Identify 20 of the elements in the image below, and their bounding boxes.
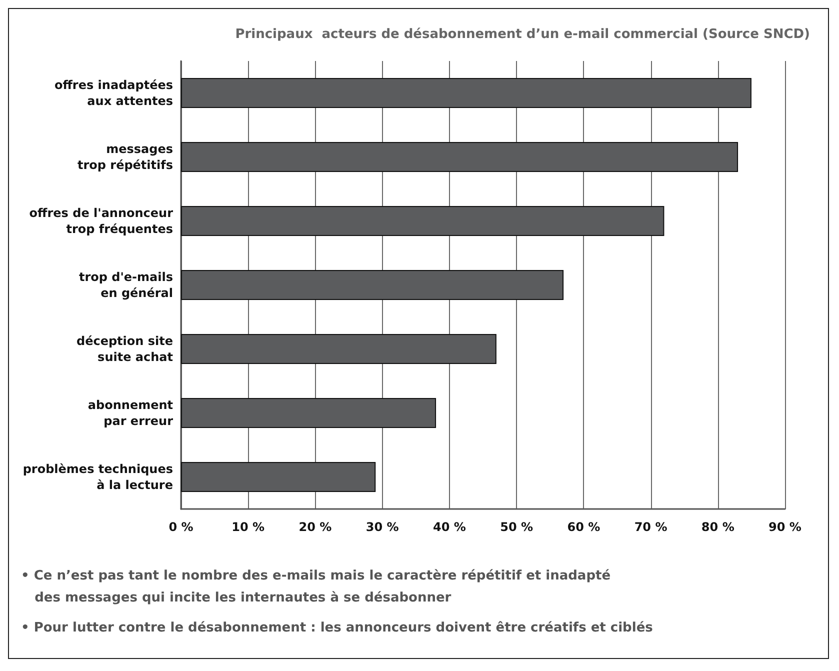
x-tick-label: 0 % [168, 520, 194, 534]
text: • Pour lutter contre le désabonnement : les annonceurs doivent être créatifs et ciblés [21, 620, 654, 636]
text: • Ce n’est pas tant le nombre des e-mails mais le caractère répétitif et inadapté des messages qui incite les internautes à se désabonner [21, 568, 611, 606]
x-tick-label: 20 % [298, 520, 332, 534]
y-tick-label: trop d'e-mails en général [78, 270, 173, 300]
chart-title: Principaux acteurs de désabonnement d’un e-mail commercial (Source SNCD) [235, 27, 810, 42]
x-tick-label: 60 % [567, 520, 600, 534]
y-tick-label: déception site suite achat [76, 334, 174, 364]
x-tick-label: 10 % [232, 520, 265, 534]
x-tick-label: 50 % [500, 520, 534, 534]
x-tick-label: 90 % [768, 520, 802, 534]
y-tick-label: abonnement par erreur [88, 398, 174, 428]
y-tick-label: messages trop répétitifs [77, 142, 173, 172]
y-tick-label: problèmes techniques à la lecture [22, 462, 173, 492]
x-tick-label: 40 % [432, 520, 466, 534]
x-tick-label: 70 % [634, 520, 668, 534]
y-tick-label: offres de l'annonceur trop fréquentes [29, 206, 174, 236]
y-tick-label: offres inadaptées aux attentes [54, 78, 173, 108]
x-tick-label: 30 % [366, 520, 399, 534]
x-tick-label: 80 % [701, 520, 734, 534]
